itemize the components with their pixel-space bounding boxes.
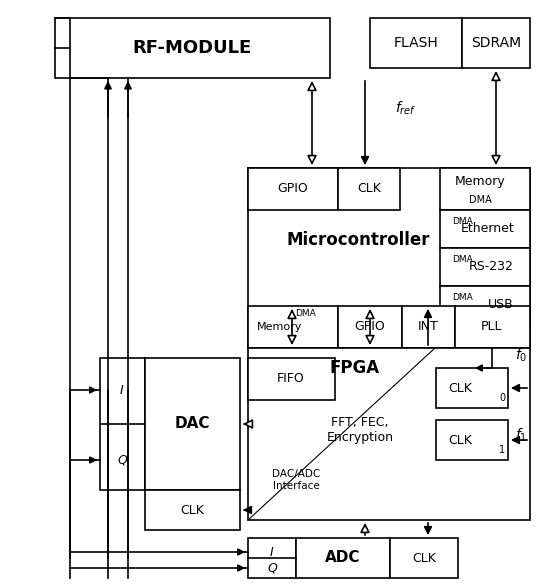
Text: DMA: DMA	[452, 217, 473, 227]
Text: FPGA: FPGA	[330, 359, 380, 377]
Bar	[145, 490, 240, 530]
Text: I: I	[120, 383, 124, 397]
Text: Q: Q	[267, 561, 277, 574]
Bar	[440, 210, 530, 248]
Bar	[248, 168, 530, 348]
Text: GPIO: GPIO	[355, 321, 386, 333]
Text: GPIO: GPIO	[277, 182, 308, 196]
Bar	[462, 18, 530, 68]
Bar	[296, 538, 390, 578]
Text: FFT, FEC,
Encryption: FFT, FEC, Encryption	[326, 416, 394, 444]
Bar	[436, 420, 508, 460]
Text: USB: USB	[488, 298, 514, 312]
Text: ADC: ADC	[325, 550, 361, 565]
Bar	[100, 358, 145, 490]
Text: $f_1$: $f_1$	[515, 426, 527, 444]
Bar	[145, 358, 240, 490]
Text: I: I	[270, 546, 274, 558]
Bar	[436, 368, 508, 408]
Text: CLK: CLK	[357, 182, 381, 196]
Text: CLK: CLK	[412, 551, 436, 564]
Bar	[338, 306, 402, 348]
Bar	[248, 538, 296, 578]
Text: 0: 0	[499, 393, 505, 403]
Text: CLK: CLK	[448, 434, 472, 447]
Bar	[55, 18, 330, 78]
Text: 1: 1	[499, 445, 505, 455]
Text: CLK: CLK	[448, 381, 472, 394]
Text: DMA: DMA	[295, 308, 315, 318]
Text: PLL: PLL	[481, 321, 503, 333]
Bar	[248, 358, 335, 400]
Bar	[248, 168, 338, 210]
Text: Memory: Memory	[454, 175, 506, 189]
Text: RF-MODULE: RF-MODULE	[132, 39, 251, 57]
Bar	[440, 168, 530, 210]
Bar	[455, 306, 530, 348]
Text: CLK: CLK	[180, 503, 204, 516]
Text: $f_{ref}$: $f_{ref}$	[395, 99, 416, 117]
Text: DAC: DAC	[174, 417, 210, 431]
Text: DMA: DMA	[452, 255, 473, 264]
Bar	[248, 348, 530, 520]
Bar	[440, 286, 530, 324]
Text: INT: INT	[418, 321, 438, 333]
Text: Microcontroller: Microcontroller	[286, 231, 430, 249]
Bar	[370, 18, 462, 68]
Text: Q: Q	[117, 454, 127, 466]
Text: DMA: DMA	[452, 294, 473, 302]
Bar	[390, 538, 458, 578]
Text: FIFO: FIFO	[277, 373, 305, 386]
Text: DAC/ADC
Interface: DAC/ADC Interface	[272, 469, 320, 491]
Text: FLASH: FLASH	[394, 36, 438, 50]
Text: Ethernet: Ethernet	[460, 223, 514, 236]
Bar	[402, 306, 455, 348]
Bar	[248, 306, 338, 348]
Text: RS-232: RS-232	[469, 261, 514, 274]
Text: SDRAM: SDRAM	[471, 36, 521, 50]
Text: $f_0$: $f_0$	[515, 346, 527, 364]
Bar	[440, 248, 530, 286]
Bar	[338, 168, 400, 210]
Text: Memory: Memory	[257, 322, 302, 332]
Text: DMA: DMA	[469, 195, 491, 205]
